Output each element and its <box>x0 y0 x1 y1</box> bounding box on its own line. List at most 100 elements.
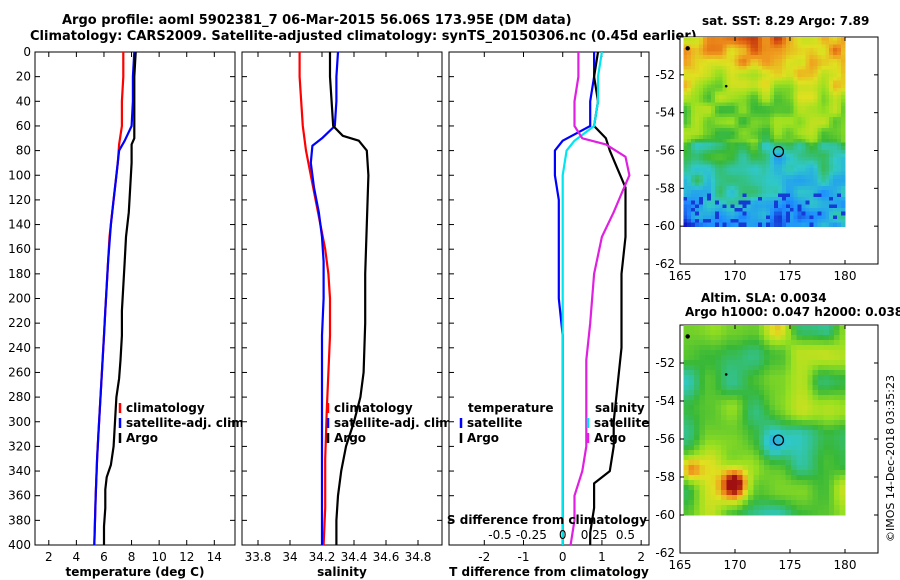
sst-map-cell <box>785 113 791 118</box>
sst-map-cell <box>821 138 826 144</box>
sla-map-cell <box>731 425 738 431</box>
sst-map-cell <box>793 160 799 165</box>
sla-map-cell <box>721 400 728 406</box>
sst-map-cell <box>821 153 826 158</box>
sst-map-cell <box>781 87 787 93</box>
sla-map-cell <box>683 345 690 351</box>
sst-map-cell <box>683 186 688 191</box>
sst-map-cell <box>766 204 771 209</box>
sla-map-cell <box>710 495 717 501</box>
sst-map-cell <box>809 222 815 227</box>
sst-map-cell <box>805 215 811 220</box>
sst-map-cell <box>706 91 712 96</box>
sst-map-cell <box>813 160 818 165</box>
sst-map-cell <box>703 186 708 191</box>
sla-map-cell <box>774 445 781 451</box>
sst-map-cell <box>801 44 807 49</box>
sst-map-cell <box>797 146 803 151</box>
sst-map-cell <box>797 142 803 147</box>
sst-map-cell <box>813 98 818 104</box>
sla-map-cell <box>710 370 717 376</box>
diff-series-s-satellite <box>561 51 603 545</box>
sst-map-cell <box>754 153 759 158</box>
sst-map-cell <box>758 87 763 93</box>
sst-map-cell <box>770 175 775 180</box>
sst-map-cell <box>726 160 732 165</box>
sst-map-cell <box>710 117 716 122</box>
sla-map-cell <box>839 380 846 386</box>
sla-map-cell <box>699 500 706 506</box>
sst-map-cell <box>781 146 787 151</box>
sst-map-cell <box>785 218 791 224</box>
sla-map-cell <box>812 405 819 411</box>
sla-map-cell <box>742 455 749 461</box>
sst-map-cell <box>714 80 720 85</box>
sla-map-cell <box>785 465 792 471</box>
sst-map-cell <box>829 167 834 173</box>
sst-map-cell <box>683 73 688 78</box>
sst-map-cell <box>841 113 846 118</box>
sst-map-cell <box>750 153 755 158</box>
sst-map-cell <box>841 117 846 122</box>
sst-map-cell <box>758 222 763 227</box>
sla-map-cell <box>796 390 803 396</box>
sst-map-cell <box>793 47 799 53</box>
sst-map-cell <box>805 204 811 209</box>
sst-map-cell <box>718 40 724 45</box>
sst-map-cell <box>687 207 692 213</box>
sst-map-cell <box>758 95 763 100</box>
sla-map-cell <box>834 405 841 411</box>
sla-map-cell <box>683 450 690 456</box>
sst-map-cell <box>687 66 692 71</box>
sst-map-cell <box>809 113 815 118</box>
sst-map-cell <box>825 44 830 49</box>
sst-map-cell <box>714 106 720 111</box>
sst-map-cell <box>781 178 787 184</box>
sst-map-cell <box>710 218 716 224</box>
sst-map-cell <box>837 164 842 169</box>
sla-map-cell <box>704 385 711 391</box>
sst-map-cell <box>837 87 842 93</box>
sst-map-cell <box>730 120 736 125</box>
sst-map-cell <box>738 51 744 56</box>
sla-map-cell <box>834 450 841 456</box>
sla-map-cell <box>699 430 706 436</box>
sst-map-cell <box>742 117 747 122</box>
sst-map-cell <box>738 69 744 74</box>
sst-map-cell <box>762 164 767 169</box>
sla-map-cell <box>688 330 695 336</box>
sla-map-cell <box>780 395 787 401</box>
sst-map-cell <box>785 197 791 202</box>
sst-map-cell <box>781 127 787 133</box>
sst-map-cell <box>746 135 751 140</box>
sst-map-cell <box>742 66 747 71</box>
sla-map-cell <box>726 400 733 406</box>
sla-map-cell <box>834 385 841 391</box>
sst-map-cell <box>695 40 700 45</box>
sla-map-cell <box>818 390 825 396</box>
sst-map-cell <box>817 175 822 180</box>
sla-map-cell <box>839 335 846 341</box>
sst-map-cell <box>734 106 740 111</box>
sla-map-cell <box>785 435 792 441</box>
sst-map-cell <box>722 178 728 184</box>
sst-map-cell <box>821 109 826 114</box>
sst-map-cell <box>781 91 787 96</box>
sst-map-cell <box>793 127 799 133</box>
sla-map-cell <box>688 345 695 351</box>
sst-map-cell <box>785 193 791 198</box>
sla-map-cell <box>828 410 835 416</box>
sst-map-cell <box>789 211 795 216</box>
sst-map-cell <box>833 40 838 45</box>
sst-map-cell <box>695 37 700 42</box>
sla-map-cell <box>764 470 771 476</box>
sla-map-cell <box>758 505 765 511</box>
sst-map-cell <box>825 66 830 71</box>
sla-map-cell <box>699 325 706 331</box>
sst-map-cell <box>710 124 716 129</box>
sla-map-cell <box>721 350 728 356</box>
sst-map-cell <box>821 84 826 89</box>
sst-map-cell <box>691 44 696 49</box>
sst-map-cell <box>742 218 747 224</box>
sst-map-cell <box>722 69 728 74</box>
